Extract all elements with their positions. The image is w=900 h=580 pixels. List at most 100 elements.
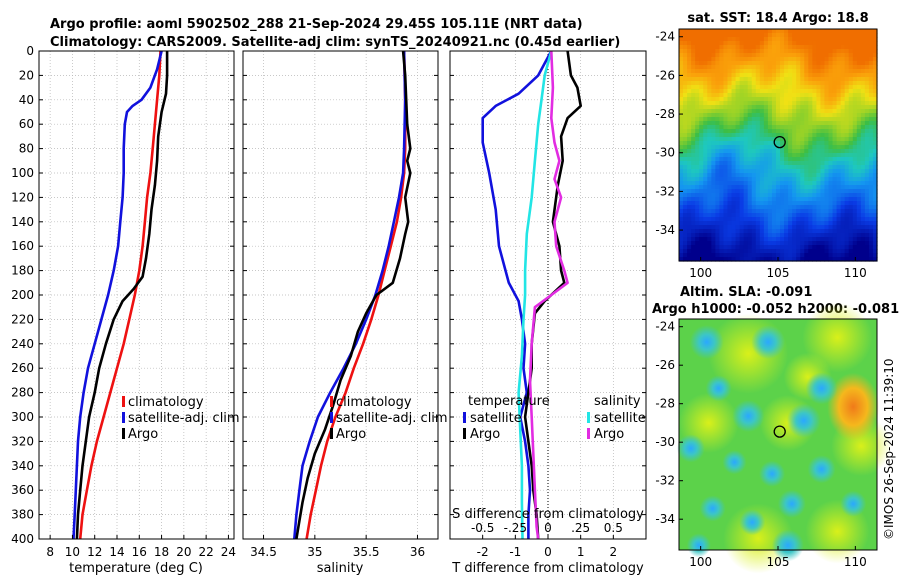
depth-tick-label: 0: [26, 44, 34, 58]
map-lon-tick-label: 105: [767, 555, 790, 569]
x-tick-label: 24: [221, 545, 236, 559]
map-lat-tick-label: -30: [655, 146, 675, 160]
legend-swatch-argo: [122, 428, 125, 439]
x-tick-label: 20: [176, 545, 191, 559]
x-tick-label: 22: [199, 545, 214, 559]
depth-tick-label: 400: [11, 532, 34, 546]
series-line-argo: [295, 51, 412, 539]
depth-tick-label: 180: [11, 264, 34, 278]
x-tick-label: -2: [477, 545, 489, 559]
difference-legend: temperature salinity satellite Argo sate…: [463, 394, 646, 442]
s-diff-tick-label: .25: [571, 521, 590, 535]
map-lon-tick-label: 110: [844, 555, 867, 569]
map-lat-tick-label: -26: [655, 358, 675, 372]
map-lat-tick-label: -32: [655, 474, 675, 488]
figure-title-line2: Climatology: CARS2009. Satellite-adj cli…: [50, 35, 620, 50]
s-diff-tick-label: 0: [544, 521, 552, 535]
depth-tick-label: 240: [11, 337, 34, 351]
legend-swatch-climatology: [122, 396, 125, 407]
sst-field: [679, 29, 878, 262]
depth-tick-label: 220: [11, 312, 34, 326]
map-lon-tick-label: 100: [689, 266, 712, 280]
legend-swatch-satellite: [122, 412, 125, 423]
depth-tick-label: 100: [11, 166, 34, 180]
depth-tick-label: 380: [11, 508, 34, 522]
depth-tick-label: 140: [11, 215, 34, 229]
x-tick-label: 14: [109, 545, 124, 559]
depth-tick-label: 340: [11, 459, 34, 473]
map-lat-tick-label: -30: [655, 435, 675, 449]
legend-label-satellite: satellite-adj. clim: [336, 411, 448, 426]
salinity-legend: climatology satellite-adj. clim Argo: [330, 395, 448, 442]
map-lon-tick-label: 105: [767, 266, 790, 280]
map-lat-tick-label: -34: [655, 512, 675, 526]
difference-s-xlabel: S difference from climatology: [452, 507, 644, 522]
legend-label-t-satellite: satellite: [470, 411, 522, 426]
copyright-stamp: ©IMOS 26-Sep-2024 11:39:10: [882, 358, 896, 540]
temperature-legend: climatology satellite-adj. clim Argo: [122, 395, 240, 442]
x-tick-label: 18: [154, 545, 169, 559]
legend-header-temperature: temperature: [468, 394, 550, 409]
legend-swatch-s-satellite: [587, 412, 590, 423]
series-line-salinity-argo: [528, 51, 569, 539]
depth-tick-label: 320: [11, 434, 34, 448]
legend-swatch-satellite: [330, 412, 333, 423]
depth-tick-label: 260: [11, 361, 34, 375]
depth-tick-label: 280: [11, 386, 34, 400]
series-line-salinity-satellite: [517, 51, 553, 539]
legend-swatch-t-satellite: [463, 412, 466, 423]
s-diff-tick-label: -0.5: [471, 521, 494, 535]
s-diff-tick-label: -.25: [504, 521, 527, 535]
argo-position-marker: [773, 425, 786, 438]
legend-label-s-satellite: satellite: [594, 411, 646, 426]
map-lat-tick-label: -28: [655, 107, 675, 121]
series-line-temperature-satellite: [481, 51, 553, 539]
sla-map: 100 105 110 -24 -26 -28 -30 -32 -34: [655, 302, 892, 574]
s-diff-tick-label: 0.5: [604, 521, 623, 535]
map-lat-tick-label: -26: [655, 68, 675, 82]
sst-map: 100 105 110 -24 -26 -28 -30 -32 -34: [655, 28, 878, 280]
temperature-profile-plot: 0 20 40 60 80 100 120 140 160 180 200 220 240 260 280 3…: [11, 44, 236, 559]
x-tick-label: 34.5: [250, 545, 277, 559]
depth-tick-label: 200: [11, 288, 34, 302]
x-tick-label: 12: [87, 545, 102, 559]
legend-label-argo: Argo: [336, 427, 366, 442]
x-tick-label: -1: [509, 545, 521, 559]
map-lat-tick-label: -24: [655, 30, 675, 44]
x-tick-label: 10: [65, 545, 80, 559]
x-tick-label: 35: [307, 545, 322, 559]
sst-map-title: sat. SST: 18.4 Argo: 18.8: [687, 11, 868, 26]
sla-field: [676, 302, 892, 574]
map-lon-tick-label: 100: [689, 555, 712, 569]
temperature-xlabel: temperature (deg C): [69, 561, 203, 576]
depth-tick-label: 80: [19, 142, 34, 156]
x-tick-label: 8: [46, 545, 54, 559]
salinity-profile-plot: 34.5 35 35.5 36: [242, 50, 439, 559]
map-lat-tick-label: -32: [655, 184, 675, 198]
difference-profile-plot: -2 -1 0 1 2 -0.5 -.25 0 .25 0.5: [449, 50, 647, 559]
x-tick-label: 0: [544, 545, 552, 559]
series-line-temperature-argo: [523, 51, 583, 539]
x-tick-label: 2: [610, 545, 618, 559]
legend-header-salinity: salinity: [594, 394, 641, 409]
series-line-climatology: [78, 51, 162, 539]
legend-label-argo: Argo: [128, 427, 158, 442]
legend-label-t-argo: Argo: [470, 427, 500, 442]
map-lat-tick-label: -28: [655, 397, 675, 411]
depth-tick-label: 40: [19, 93, 34, 107]
legend-label-climatology: climatology: [128, 395, 204, 410]
x-tick-label: 1: [577, 545, 585, 559]
series-line-satellite-adj-clim: [292, 51, 407, 539]
depth-tick-label: 120: [11, 190, 34, 204]
series-line-satellite-adj-clim: [72, 51, 163, 539]
x-tick-label: 36: [410, 545, 425, 559]
legend-swatch-climatology: [330, 396, 333, 407]
map-lat-tick-label: -24: [655, 320, 675, 334]
difference-t-xlabel: T difference from climatology: [451, 561, 644, 576]
depth-tick-label: 360: [11, 483, 34, 497]
legend-label-climatology: climatology: [336, 395, 412, 410]
salinity-xlabel: salinity: [317, 561, 364, 576]
argo-position-marker: [773, 135, 786, 149]
depth-tick-label: 60: [19, 117, 34, 131]
